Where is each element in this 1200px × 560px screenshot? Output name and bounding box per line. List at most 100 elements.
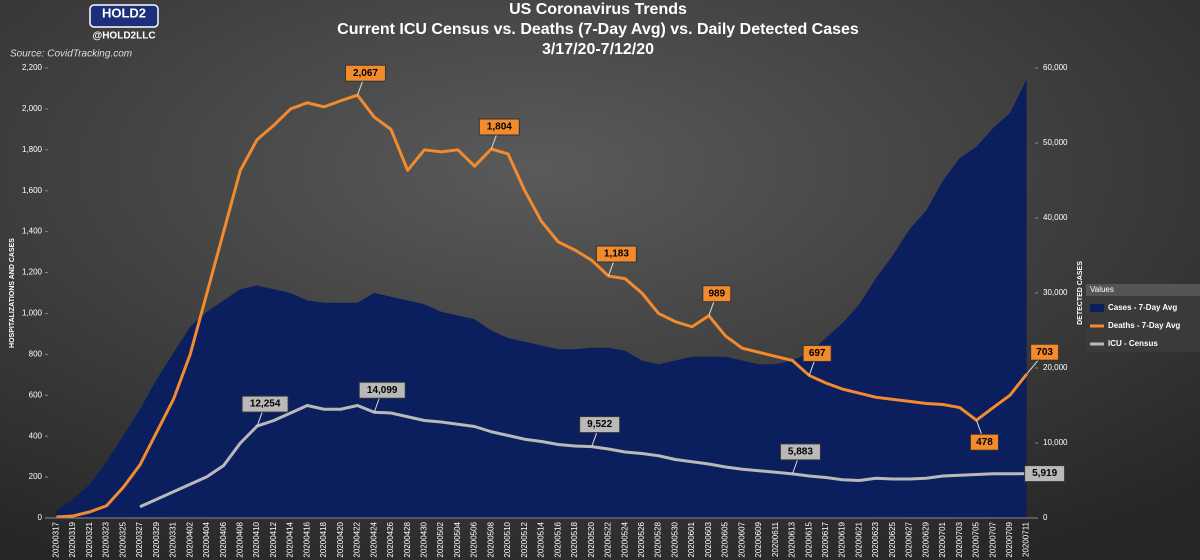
legend-label: Deaths - 7-Day Avg <box>1108 321 1180 330</box>
y2-tick-label: 40,000 <box>1043 213 1068 222</box>
chart-subtitle: 3/17/20-7/12/20 <box>542 41 654 58</box>
x-tick-label: 20200331 <box>169 521 178 557</box>
x-tick-label: 20200617 <box>821 521 830 557</box>
x-tick-label: 20200603 <box>704 521 713 557</box>
x-tick-label: 20200514 <box>537 521 546 557</box>
y-tick-label: 600 <box>29 390 43 399</box>
source: Source: CovidTracking.com <box>10 49 132 60</box>
data-label-text: 9,522 <box>587 419 612 430</box>
data-label-text: 5,919 <box>1032 468 1057 479</box>
data-label: 1,183 <box>595 245 637 277</box>
x-tick-label: 20200422 <box>353 521 362 557</box>
x-tick-label: 20200607 <box>737 521 746 557</box>
chart-title: US Coronavirus Trends <box>509 1 687 18</box>
x-tick-label: 20200410 <box>252 521 261 557</box>
x-tick-label: 20200530 <box>670 521 679 557</box>
x-tick-label: 20200404 <box>202 521 211 557</box>
y-tick-label: 1,400 <box>22 227 43 236</box>
x-tick-label: 20200317 <box>51 521 60 557</box>
x-tick-label: 20200412 <box>269 521 278 557</box>
label-box <box>779 443 821 461</box>
x-tick-label: 20200705 <box>972 521 981 557</box>
y2-tick-label: 0 <box>1043 513 1048 522</box>
x-tick-label: 20200601 <box>687 521 696 557</box>
label-box <box>344 64 386 82</box>
data-label: 14,099 <box>358 381 406 413</box>
y-tick-label: 2,000 <box>22 104 43 113</box>
x-tick-label: 20200711 <box>1022 521 1031 557</box>
y-tick-label: 200 <box>29 472 43 481</box>
data-label-text: 1,804 <box>487 122 512 133</box>
data-label-text: 478 <box>976 437 993 448</box>
y-tick-label: 0 <box>38 513 43 522</box>
chart-subtitle: Current ICU Census vs. Deaths (7-Day Avg… <box>337 21 859 38</box>
y-tick-label: 1,800 <box>22 145 43 154</box>
x-tick-label: 20200323 <box>102 521 111 557</box>
data-label-text: 989 <box>708 288 725 299</box>
x-tick-label: 20200619 <box>838 521 847 557</box>
x-tick-label: 20200512 <box>520 521 529 557</box>
logo: HOLD2 <box>102 5 146 20</box>
x-tick-label: 20200502 <box>436 521 445 557</box>
y2-tick-label: 50,000 <box>1043 138 1068 147</box>
y-tick-label: 1,200 <box>22 268 43 277</box>
label-box <box>595 245 637 263</box>
x-tick-label: 20200520 <box>587 521 596 557</box>
label-box <box>702 285 732 303</box>
data-label-text: 14,099 <box>367 385 398 396</box>
x-tick-label: 20200418 <box>319 521 328 557</box>
x-tick-label: 20200430 <box>420 521 429 557</box>
y-tick-label: 2,200 <box>22 63 43 72</box>
data-label: 478 <box>969 420 999 451</box>
label-box <box>579 416 621 434</box>
y-tick-label: 400 <box>29 431 43 440</box>
y2-tick-label: 60,000 <box>1043 63 1068 72</box>
x-tick-label: 20200416 <box>302 521 311 557</box>
label-box <box>478 118 520 136</box>
data-label: 12,254 <box>241 395 289 427</box>
label-box <box>358 381 406 399</box>
x-tick-label: 20200414 <box>286 521 295 557</box>
x-tick-label: 20200528 <box>654 521 663 557</box>
line <box>139 404 1027 509</box>
label-box <box>969 433 999 451</box>
data-label-text: 2,067 <box>353 68 378 79</box>
x-tick-label: 20200621 <box>854 521 863 557</box>
data-label: 9,522 <box>579 416 621 447</box>
x-tick-label: 20200526 <box>637 521 646 557</box>
data-label-text: 1,183 <box>604 249 629 260</box>
x-tick-label: 20200510 <box>503 521 512 557</box>
y2-tick-label: 30,000 <box>1043 288 1068 297</box>
data-label: 5,883 <box>779 443 821 475</box>
data-label-text: 5,883 <box>788 447 813 458</box>
x-tick-label: 20200524 <box>620 521 629 557</box>
x-tick-label: 20200627 <box>905 521 914 557</box>
handle: @HOLD2LLC <box>92 31 155 42</box>
y-tick-label: 800 <box>29 349 43 358</box>
data-label-text: 703 <box>1036 347 1053 358</box>
x-tick-label: 20200424 <box>369 521 378 557</box>
y-tick-label: 1,000 <box>22 309 43 318</box>
y-axis-title: HOSPITALIZATIONS AND CASES <box>9 238 16 348</box>
data-label-text: 12,254 <box>250 399 281 410</box>
x-tick-label: 20200406 <box>219 521 228 557</box>
data-label: 989 <box>702 285 732 316</box>
x-tick-label: 20200508 <box>486 521 495 557</box>
x-tick-label: 20200611 <box>771 521 780 557</box>
x-tick-label: 20200613 <box>788 521 797 557</box>
x-tick-label: 20200402 <box>185 521 194 557</box>
x-tick-label: 20200522 <box>604 521 613 557</box>
legend-label: ICU - Census <box>1108 339 1158 348</box>
x-tick-label: 20200327 <box>135 521 144 557</box>
logo-box <box>89 4 159 28</box>
legend-title: Values <box>1090 285 1114 294</box>
label-box <box>1024 465 1066 483</box>
x-tick-label: 20200504 <box>453 521 462 557</box>
x-tick-label: 20200609 <box>754 521 763 557</box>
label-box <box>1030 343 1060 361</box>
x-tick-label: 20200321 <box>85 521 94 557</box>
x-tick-label: 20200319 <box>68 521 77 557</box>
y-tick-label: 1,600 <box>22 186 43 195</box>
x-tick-label: 20200703 <box>955 521 964 557</box>
